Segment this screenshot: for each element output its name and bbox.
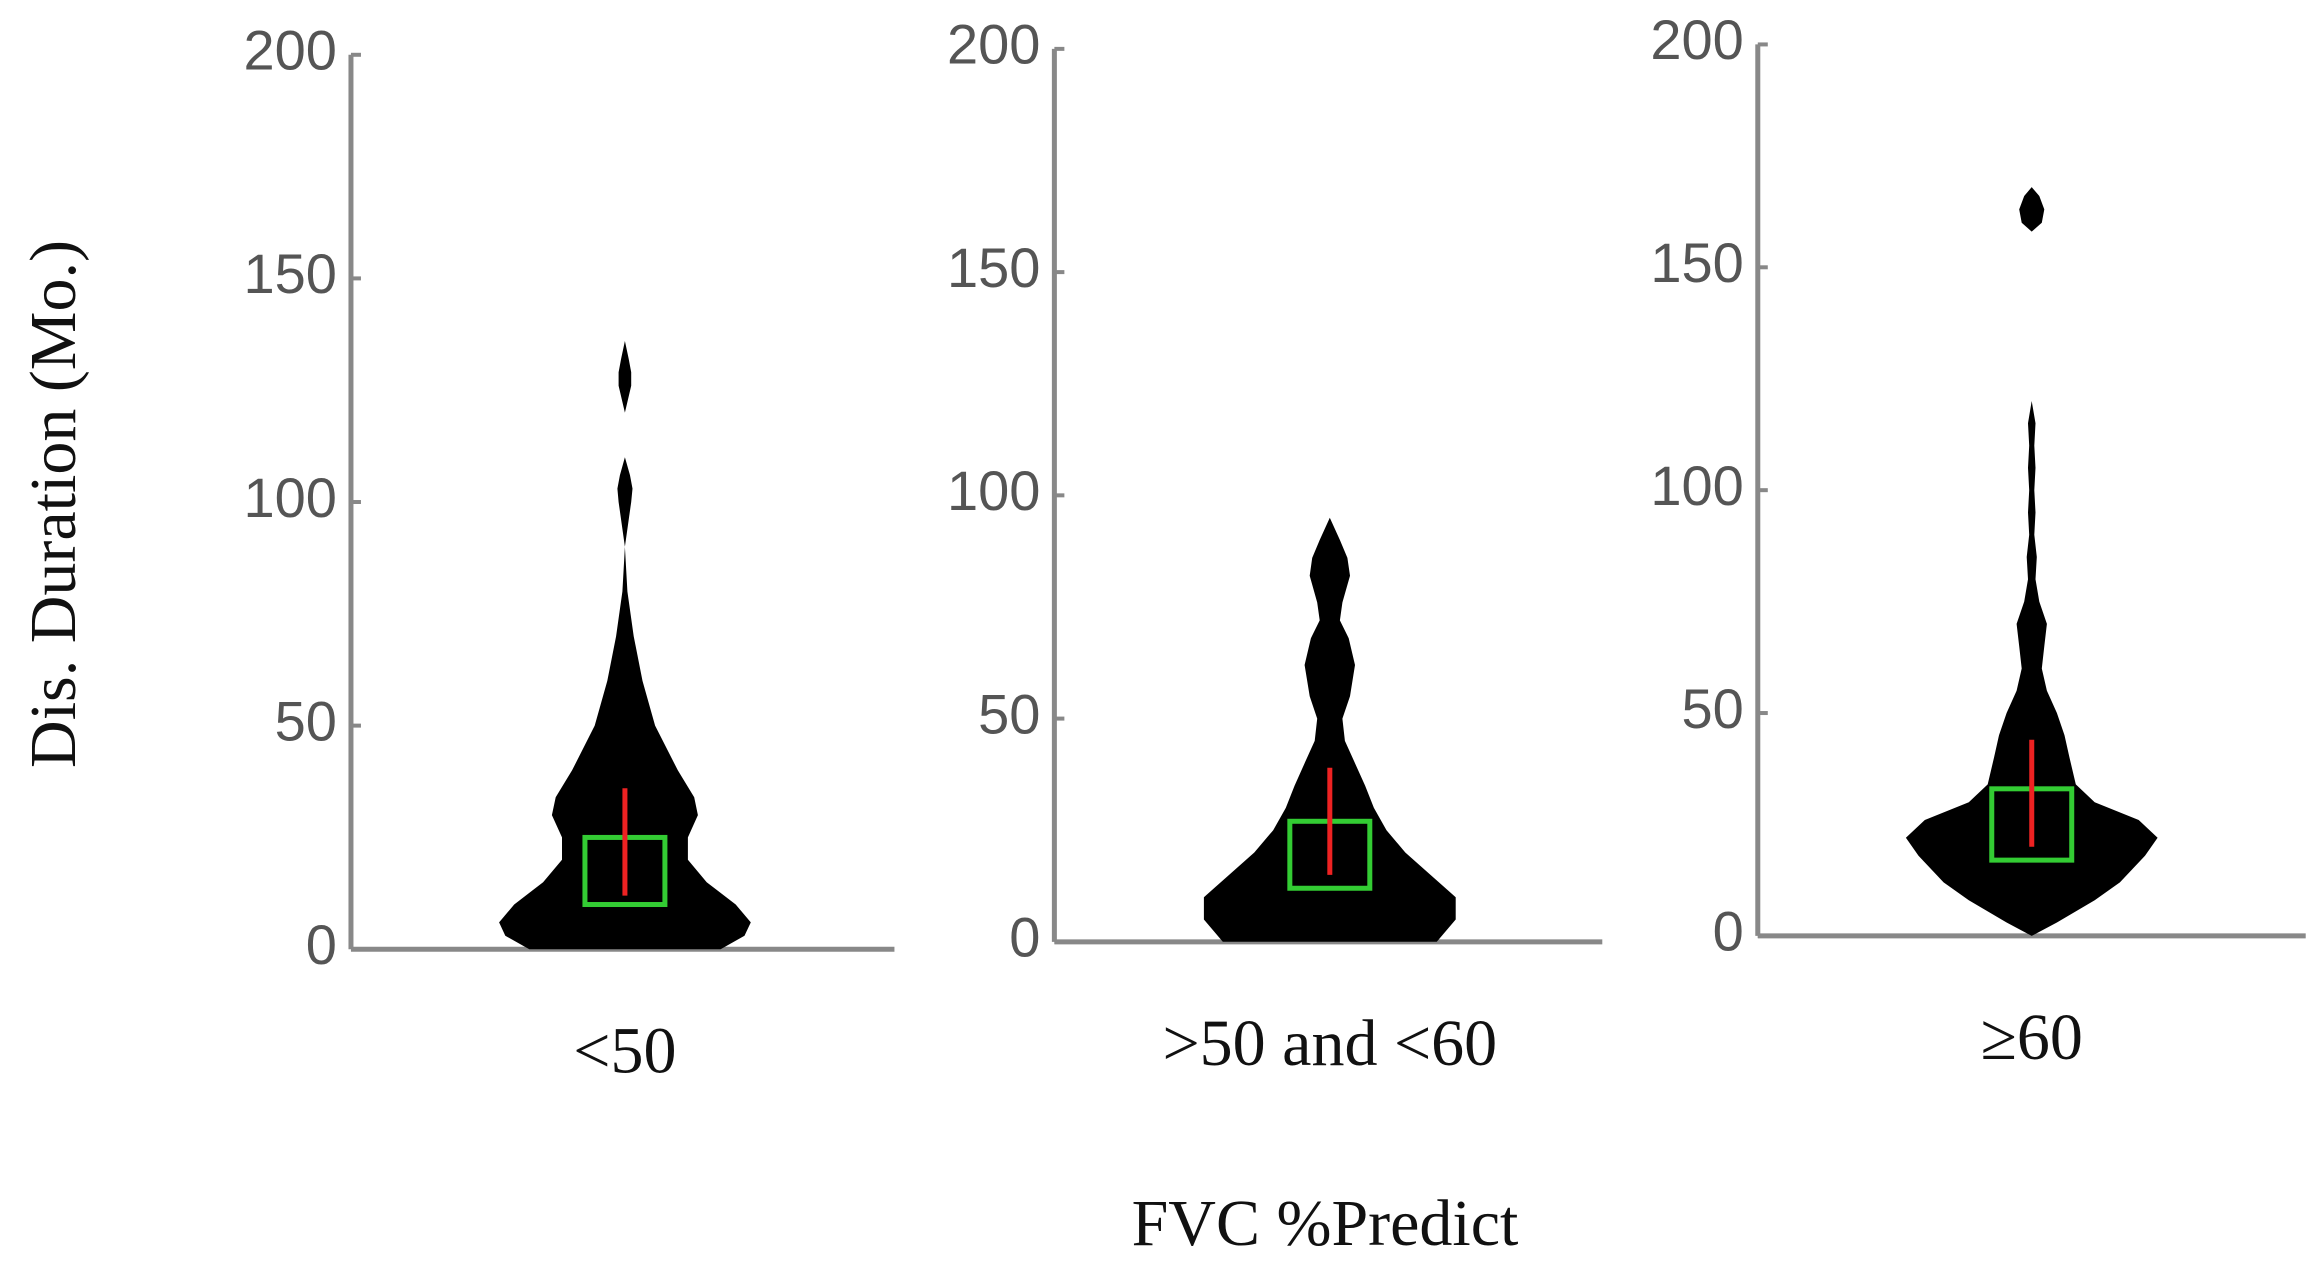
- y-tick-label: 100: [244, 466, 337, 529]
- violin: [1905, 187, 2158, 936]
- y-axis-title: Dis. Duration (Mo.): [17, 240, 90, 768]
- category-label: <50: [573, 1014, 676, 1087]
- category-label: ≥60: [1981, 1001, 2083, 1074]
- violin: [499, 341, 751, 950]
- violin: [1203, 517, 1456, 942]
- y-tick-label: 100: [947, 459, 1040, 522]
- y-tick-label: 100: [1650, 454, 1743, 517]
- y-tick-label: 0: [306, 913, 337, 976]
- x-axis-title: FVC %Predict: [1132, 1187, 1519, 1260]
- y-tick-label: 50: [275, 689, 337, 752]
- y-tick-label: 0: [1009, 906, 1040, 969]
- y-tick-label: 200: [244, 19, 337, 82]
- y-tick-label: 50: [978, 682, 1040, 745]
- y-tick-label: 50: [1681, 677, 1743, 740]
- y-tick-label: 150: [244, 242, 337, 305]
- y-tick-label: 200: [947, 13, 1040, 76]
- y-tick-label: 150: [1650, 231, 1743, 294]
- y-tick-label: 200: [1650, 8, 1743, 71]
- y-tick-label: 0: [1713, 900, 1744, 963]
- y-tick-label: 150: [947, 236, 1040, 299]
- category-label: >50 and <60: [1162, 1007, 1497, 1080]
